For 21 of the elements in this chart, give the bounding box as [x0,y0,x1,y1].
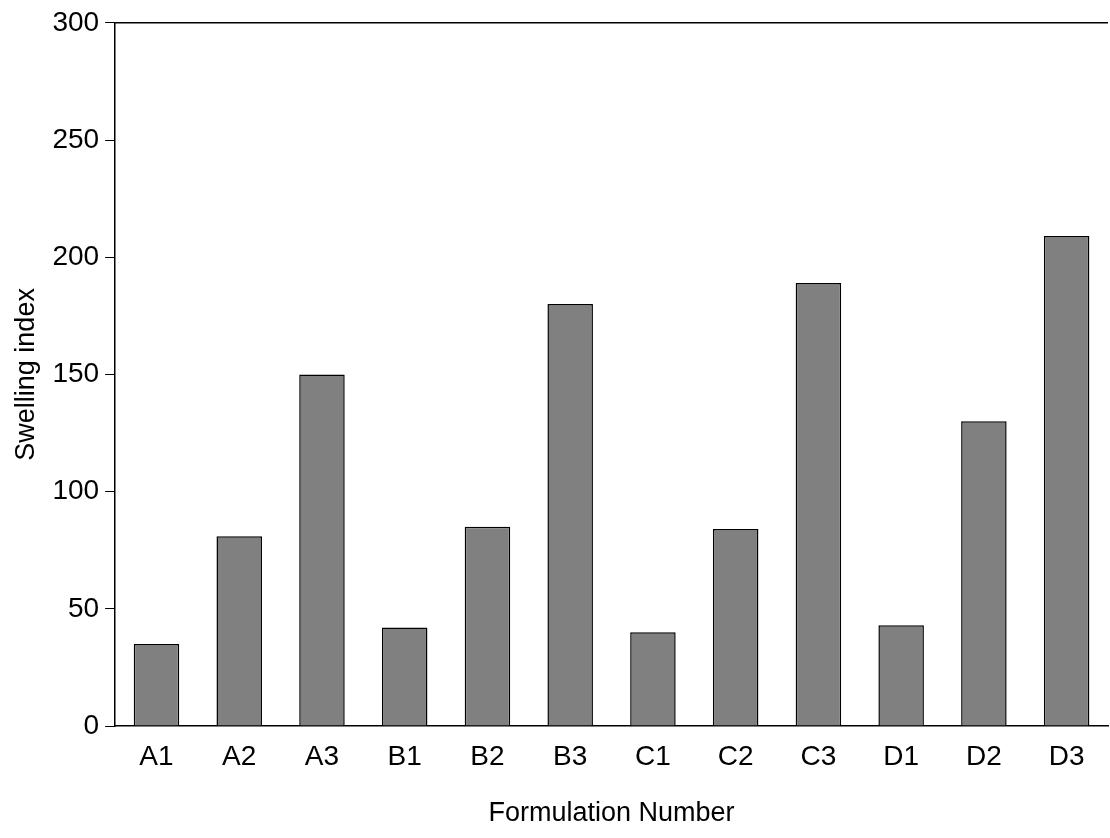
x-tick-label: C3 [800,739,837,771]
y-tick-label: 300 [52,5,100,37]
x-tick-label: A2 [222,739,257,771]
x-tick-label: D2 [965,739,1002,771]
y-tick-label: 0 [83,708,100,740]
y-tick-label: 50 [67,591,100,623]
y-tick-label: 200 [52,239,100,271]
y-tick-label: 150 [52,357,100,389]
x-tick-label: D1 [883,739,920,771]
x-tick-label: A3 [304,739,340,771]
x-tick-label: B1 [387,739,422,771]
y-axis-title: Swelling index [9,287,40,461]
x-tick-label: B3 [553,739,588,771]
x-axis-title: Formulation Number [488,797,735,828]
y-tick-label: 100 [52,474,100,506]
x-tick-label: B2 [470,739,505,771]
x-tick-label: C2 [717,739,754,771]
x-tick-label: C1 [635,739,671,771]
y-tick-label: 250 [52,122,100,154]
x-tick-label: D3 [1048,739,1085,771]
x-tick-label: A1 [139,739,174,771]
